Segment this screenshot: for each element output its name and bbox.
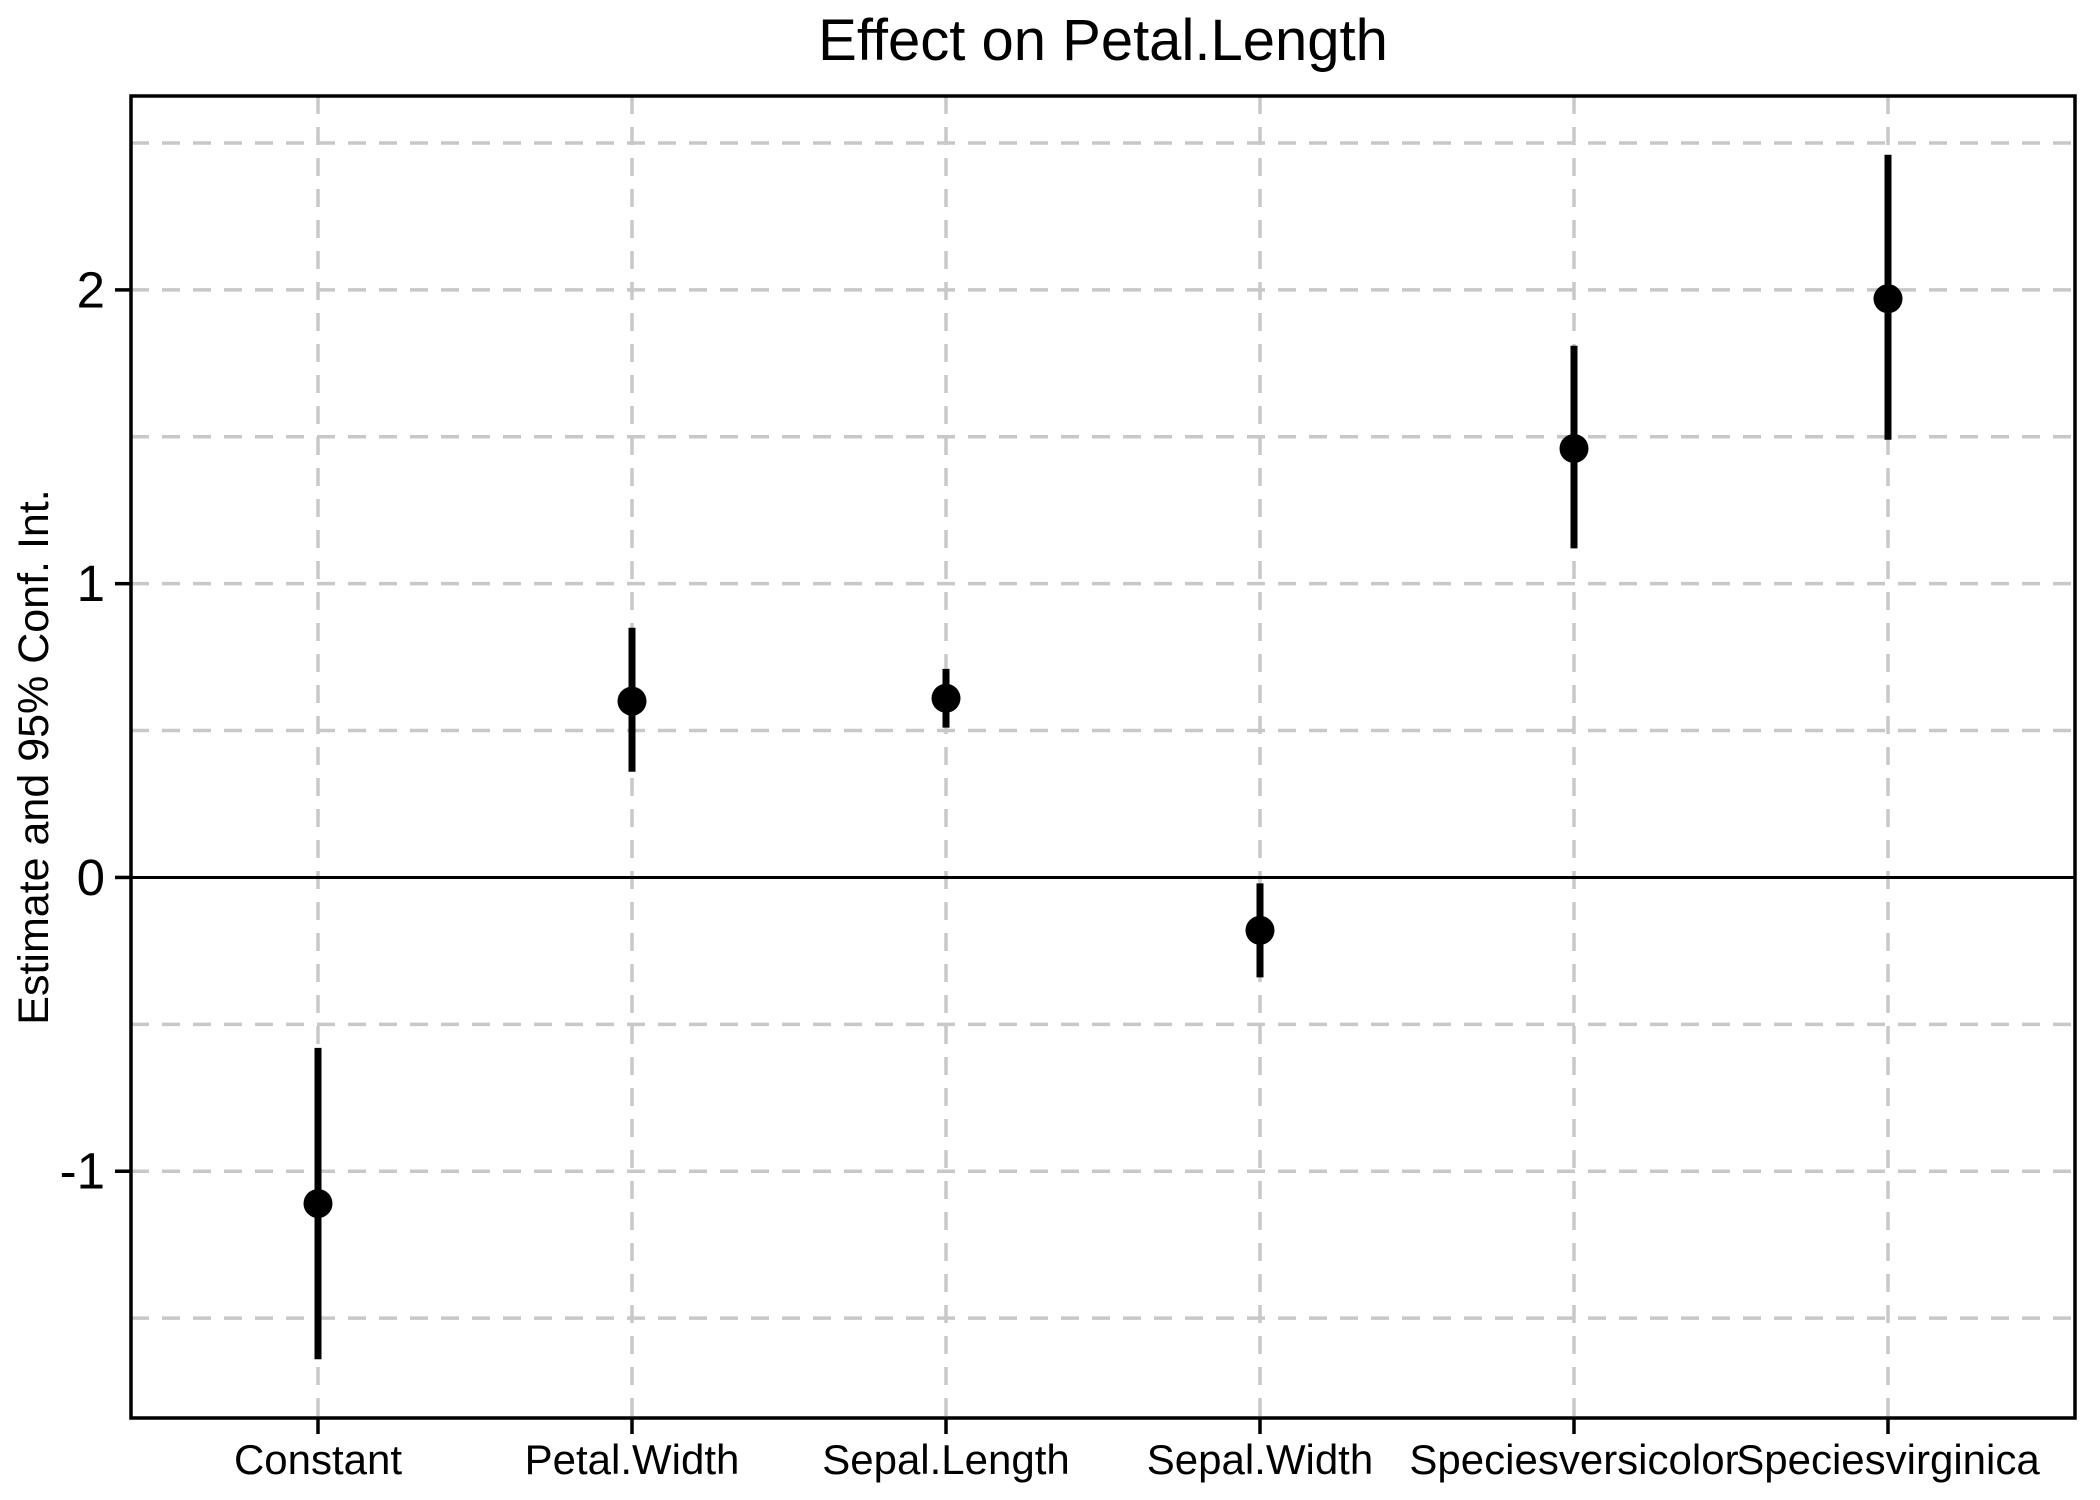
estimate-point [1873, 284, 1903, 314]
x-category-label: Speciesversicolor [1409, 1436, 1738, 1483]
x-category-label: Sepal.Width [1147, 1436, 1373, 1483]
chart-title: Effect on Petal.Length [818, 8, 1388, 73]
estimate-point [1559, 434, 1589, 464]
y-tick-label: 1 [77, 555, 105, 612]
plot-frame [129, 94, 2077, 1420]
y-tick-label: 2 [77, 261, 105, 318]
estimate-point [303, 1189, 333, 1219]
estimate-point [617, 686, 647, 716]
x-category-label: Sepal.Length [822, 1436, 1070, 1483]
estimate-point [1245, 915, 1275, 945]
y-tick-label: 0 [77, 849, 105, 906]
x-category-label: Petal.Width [525, 1436, 740, 1483]
x-category-label: Speciesvirginica [1736, 1436, 2040, 1483]
x-category-label: Constant [234, 1436, 402, 1483]
y-tick-label: -1 [60, 1143, 105, 1200]
estimate-point [931, 683, 961, 713]
